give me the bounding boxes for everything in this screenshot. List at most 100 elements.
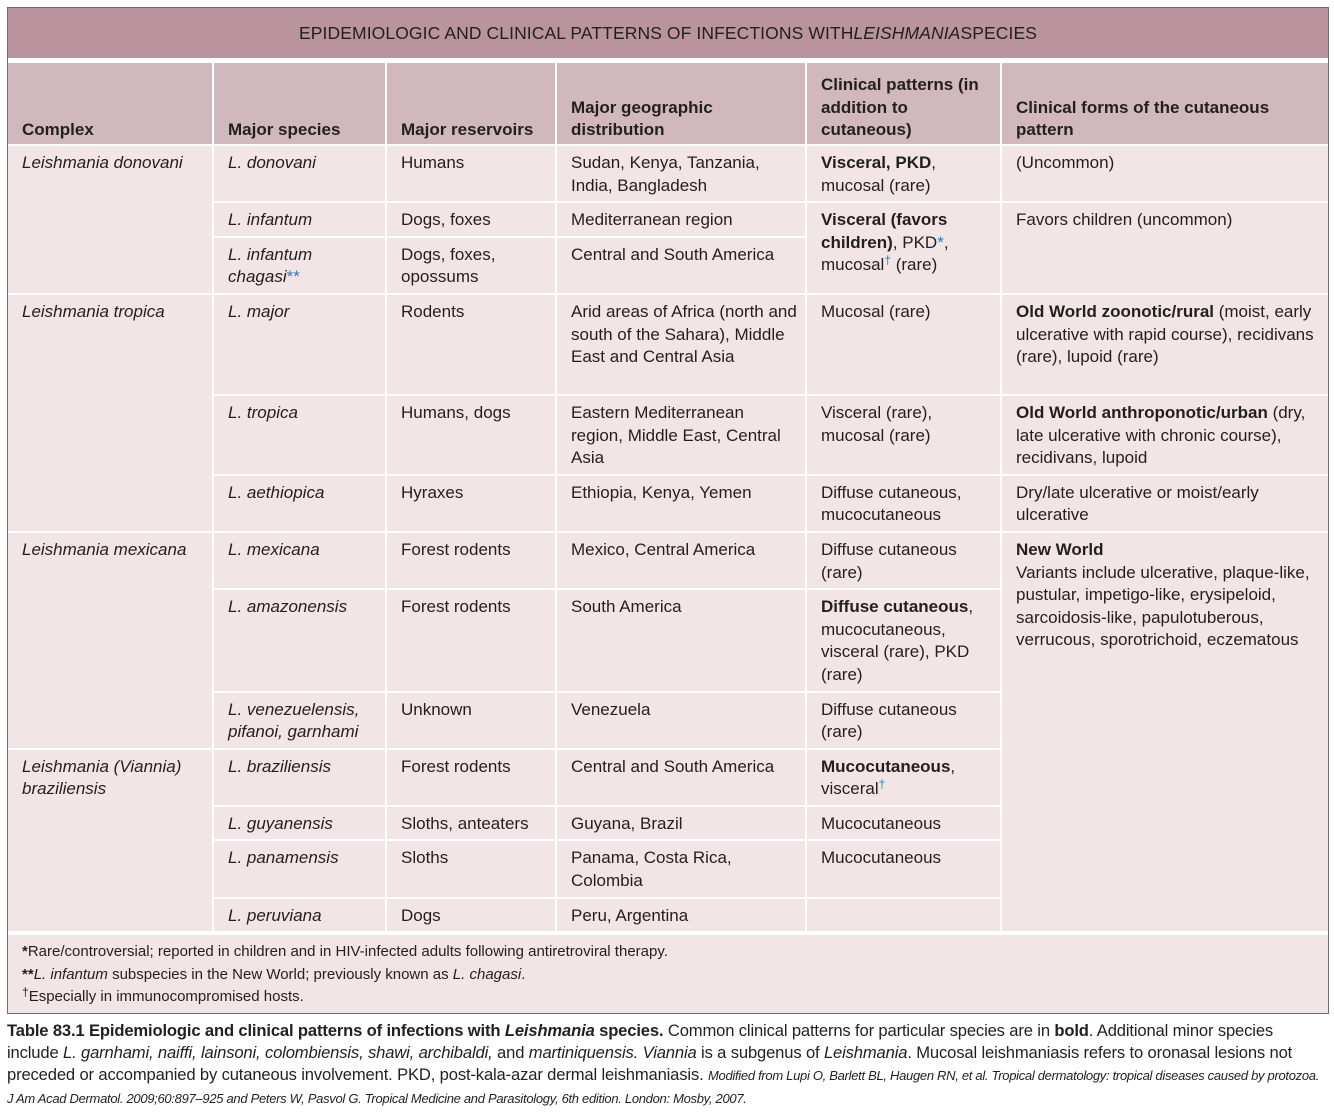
cell-reservoirs: Hyraxes — [385, 473, 557, 533]
cell-clinical-patterns — [805, 896, 1001, 934]
cell-species: L. venezuelensis, pifanoi, garnhami — [213, 690, 387, 750]
text-segment: , mucosal — [821, 232, 949, 275]
text-segment: (Uncommon) — [1016, 153, 1115, 172]
cell-distribution: Arid areas of Africa (north and south of… — [555, 292, 807, 396]
cell-complex: Leishmania mexicana — [8, 530, 214, 750]
cell-reservoirs: Forest rodents — [385, 747, 557, 807]
text-segment: (dry, late ulcerative with chronic cours… — [1016, 402, 1306, 468]
cell-species: L. guyanensis — [213, 804, 387, 842]
cell-clinical-forms: Old World zoonotic/rural (moist, early u… — [1000, 292, 1328, 396]
cell-species: L. aethiopica — [213, 473, 387, 533]
cell-clinical-forms: New World Variants include ulcerative, pl… — [1000, 530, 1328, 934]
text-segment: Mucocutaneous — [821, 756, 951, 776]
cell-species: L. panamensis — [213, 839, 387, 899]
cell-species: L. major — [212, 292, 387, 396]
cell-species: L. donovani — [212, 143, 387, 204]
text-segment: , PKD — [892, 232, 938, 252]
cell-clinical-forms: Old World anthroponotic/urban (dry, late… — [1000, 393, 1328, 476]
cell-species: L. infantum — [213, 201, 387, 238]
text-segment: L. mexicana — [228, 539, 320, 559]
cell-species: L. infantum chagasi** — [213, 235, 387, 295]
footnote: †Especially in immunocompromised hosts. — [22, 986, 1314, 1009]
text-segment: * — [22, 943, 28, 961]
text-segment: and — [492, 1042, 529, 1062]
text-segment: Old World anthroponotic/urban — [1016, 402, 1268, 422]
cell-species: L. tropica — [213, 393, 387, 476]
text-segment: Especially in immunocompromised hosts. — [28, 988, 304, 1006]
table-row: Leishmania donovani L. donovani Humans Suda… — [8, 143, 1328, 295]
cell-clinical-patterns: Mucocutaneous — [805, 839, 1001, 899]
cell-distribution: Mexico, Central America — [555, 530, 807, 591]
text-segment: Rare/controversial; reported in children… — [27, 943, 668, 961]
column-header-species: Major species — [212, 61, 387, 146]
table-row: Leishmania tropica L. major Rodents Arid ar… — [8, 292, 1328, 533]
text-segment: Leishmania tropica — [22, 301, 165, 321]
text-segment: L. aethiopica — [228, 482, 325, 502]
cell-reservoirs: Sloths — [385, 839, 557, 899]
cell-species: L. mexicana — [212, 530, 387, 591]
cell-reservoirs: Humans — [385, 143, 557, 204]
text-segment: (rare) — [891, 255, 938, 275]
table-row: L. guyanensis Sloths, anteaters Guyana, Br… — [8, 804, 1328, 842]
footnote-mark: † — [884, 253, 891, 268]
table-row: L. peruviana Dogs Peru, Argentina — [8, 896, 1328, 934]
cell-complex: Leishmania donovani — [8, 144, 214, 295]
cell-distribution: Central and South America — [555, 235, 806, 295]
table-row: L. tropica Humans, dogs Eastern Mediterran… — [8, 393, 1328, 476]
text-segment: Leishmania — [823, 1042, 908, 1062]
table-row: L. amazonensis Forest rodents South Americ… — [8, 588, 1328, 693]
cell-distribution: Eastern Mediterranean region, Middle Eas… — [555, 393, 807, 476]
cell-species: L. peruviana — [213, 896, 387, 934]
text-segment: Common clinical patterns for particular … — [663, 1020, 1055, 1040]
cell-reservoirs: Rodents — [385, 292, 557, 396]
text-segment: , mucocutaneous, visceral (rare), PKD (r… — [821, 597, 974, 684]
text-segment: L. donovani — [228, 153, 316, 172]
cell-clinical-patterns: Visceral, PKD, mucosal (rare) — [805, 143, 1002, 204]
text-segment: Visceral (rare), mucosal (rare) — [821, 402, 933, 445]
text-segment: L. infantum — [33, 965, 108, 983]
text-segment: L. infantum chagasi — [228, 244, 313, 287]
text-segment: Diffuse cutaneous (rare) — [821, 699, 957, 742]
cell-clinical-patterns: Mucocutaneous, visceral† — [805, 747, 1001, 807]
footnote-mark: ** — [286, 267, 300, 287]
text-segment: subspecies in the New World; previously … — [107, 965, 453, 983]
text-segment: Visceral (favors children) — [821, 210, 948, 252]
cell-complex: Leishmania (Viannia) braziliensis — [8, 747, 214, 934]
text-segment: L. braziliensis — [228, 756, 331, 776]
cell-reservoirs: Sloths, anteaters — [385, 804, 557, 842]
table-row: Leishmania (Viannia) braziliensis L. braz… — [8, 747, 1328, 934]
text-segment: LEISHMANIA — [853, 22, 961, 43]
text-segment: EPIDEMIOLOGIC AND CLINICAL PATTERNS OF I… — [299, 22, 854, 43]
table-frame: EPIDEMIOLOGIC AND CLINICAL PATTERNS OF I… — [7, 7, 1329, 1014]
text-segment: (moist, early ulcerative with rapid cour… — [1016, 301, 1314, 367]
cell-distribution: Central and South America — [555, 747, 807, 807]
text-segment: L. major — [228, 301, 290, 321]
cell-reservoirs: Forest rodents — [385, 530, 557, 591]
table-row: L. infantum chagasi** Dogs, foxes, opossu… — [8, 235, 1328, 295]
footnotes: *Rare/controversial; reported in childre… — [8, 933, 1328, 1013]
text-segment: Old World zoonotic/rural — [1016, 301, 1215, 321]
cell-reservoirs: Forest rodents — [385, 588, 557, 693]
text-segment: L. venezuelensis, pifanoi, garnhami — [228, 699, 360, 742]
text-segment: Mucocutaneous — [821, 813, 942, 833]
cell-clinical-patterns: Mucocutaneous — [805, 804, 1001, 842]
cell-clinical-patterns: Diffuse cutaneous, mucocutaneous, viscer… — [805, 588, 1001, 693]
table-row: L. panamensis Sloths Panama, Costa Rica, C… — [8, 839, 1328, 899]
table-row: Leishmania mexicana L. mexicana Forest rod… — [8, 530, 1328, 934]
text-segment: martiniquensis. Viannia — [528, 1042, 697, 1062]
footnote: **L. infantum subspecies in the New Worl… — [22, 964, 1314, 987]
cell-clinical-forms: (Uncommon) — [1000, 143, 1328, 204]
cell-distribution: Sudan, Kenya, Tanzania, India, Banglades… — [555, 143, 807, 204]
footnote: *Rare/controversial; reported in childre… — [22, 941, 1314, 964]
leishmania-table: Complex Major species Major reservoirs Majo… — [8, 61, 1328, 934]
table-title: EPIDEMIOLOGIC AND CLINICAL PATTERNS OF I… — [8, 8, 1328, 61]
text-segment: bold — [1054, 1020, 1089, 1040]
table-row: L. infantum Dogs, foxes Mediterranean regi… — [8, 201, 1328, 295]
column-header-reservoirs: Major reservoirs — [385, 61, 557, 146]
column-header-clinical-forms: Clinical forms of the cutaneous pattern — [1000, 61, 1328, 146]
cell-species: L. amazonensis — [213, 588, 387, 693]
cell-reservoirs: Dogs — [385, 896, 557, 934]
cell-species: L. braziliensis — [212, 747, 387, 807]
footnote-mark: † — [22, 985, 29, 1000]
cell-reservoirs: Dogs, foxes, opossums — [385, 235, 557, 295]
